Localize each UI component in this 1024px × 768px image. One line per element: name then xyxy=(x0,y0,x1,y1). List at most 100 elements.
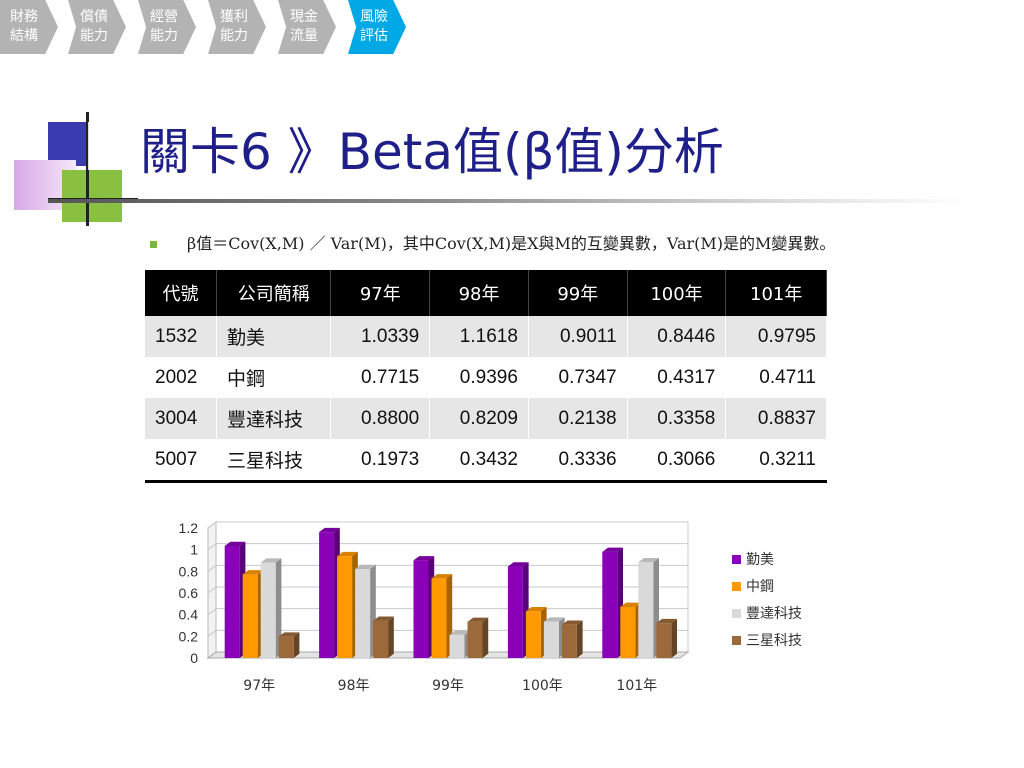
bar-top xyxy=(413,556,435,561)
bar-side xyxy=(482,617,489,658)
bar-top xyxy=(561,620,583,625)
gridline-side xyxy=(207,543,217,551)
header-100: 100年 xyxy=(627,270,727,316)
step-cash-flow[interactable]: 現金流量 xyxy=(278,0,336,54)
step-navigation: 財務結構 償債能力 經營能力 獲利能力 現金流量 風險評估 xyxy=(0,0,440,54)
bar-中鋼 xyxy=(431,578,447,658)
bar-top xyxy=(355,564,376,570)
legend-swatch xyxy=(732,609,741,618)
gridline-side xyxy=(207,608,217,616)
bar-top xyxy=(638,557,660,563)
cell-code: 3004 xyxy=(145,398,217,439)
x-tick-label: 98年 xyxy=(338,678,370,694)
cell-value: 0.9011 xyxy=(528,316,628,357)
y-tick-label: 0.8 xyxy=(179,563,199,579)
legend-swatch xyxy=(732,555,741,564)
x-tick-label: 97年 xyxy=(243,678,275,694)
bar-top xyxy=(224,541,246,546)
cell-value: 0.9396 xyxy=(429,357,529,398)
bar-top xyxy=(620,602,642,607)
header-code: 代號 xyxy=(145,270,217,316)
cell-value: 0.3358 xyxy=(627,398,727,439)
cell-value: 0.8837 xyxy=(725,398,827,439)
bar-top xyxy=(337,551,358,557)
y-tick-label: 1.2 xyxy=(179,520,199,536)
slide-title: 關卡6 》Beta值(β值)分析 xyxy=(140,123,724,181)
gridline-side xyxy=(207,586,217,594)
cell-value: 0.8209 xyxy=(429,398,529,439)
bar-top xyxy=(260,558,282,563)
y-tick-label: 0.4 xyxy=(179,607,199,623)
header-99: 99年 xyxy=(528,270,628,316)
gridline-side xyxy=(207,564,217,572)
bar-top xyxy=(278,632,300,637)
cell-company: 三星科技 xyxy=(216,439,332,483)
decorative-green-square xyxy=(62,170,122,222)
cell-company: 勤美 xyxy=(216,316,332,357)
step-profitability[interactable]: 獲利能力 xyxy=(208,0,266,54)
decorative-white-square xyxy=(88,122,140,170)
decorative-vertical-line xyxy=(86,112,89,226)
y-tick-label: 1 xyxy=(190,542,198,558)
step-financial-structure[interactable]: 財務結構 xyxy=(0,0,58,54)
bar-勤美 xyxy=(507,566,523,658)
gridline-side xyxy=(207,521,217,529)
step-operating-ability[interactable]: 經營能力 xyxy=(138,0,196,54)
cell-value: 0.3432 xyxy=(429,439,529,483)
bar-top xyxy=(656,618,678,624)
bar-豐達科技 xyxy=(638,562,654,658)
bar-中鋼 xyxy=(525,611,541,658)
x-tick-label: 101年 xyxy=(616,678,657,694)
x-tick-label: 99年 xyxy=(432,678,464,694)
cell-code: 2002 xyxy=(145,357,217,398)
cell-value: 0.7715 xyxy=(330,357,431,398)
y-tick-label: 0.2 xyxy=(179,628,199,644)
cell-company: 豐達科技 xyxy=(216,398,332,439)
bar-勤美 xyxy=(224,545,240,658)
legend-label: 豐達科技 xyxy=(746,606,802,622)
cell-value: 0.3066 xyxy=(627,439,727,483)
bar-三星科技 xyxy=(278,636,294,658)
cell-value: 0.9795 xyxy=(725,316,827,357)
header-101: 101年 xyxy=(725,270,827,316)
cell-value: 0.1973 xyxy=(330,439,431,483)
cell-value: 0.7347 xyxy=(528,357,628,398)
bar-side xyxy=(293,632,300,658)
x-tick-label: 100年 xyxy=(522,678,563,694)
decorative-blue-square xyxy=(48,122,88,166)
table-row: 3004 豐達科技 0.8800 0.8209 0.2138 0.3358 0.… xyxy=(145,398,827,439)
bar-豐達科技 xyxy=(260,562,276,658)
bar-三星科技 xyxy=(561,624,577,658)
bar-top xyxy=(431,574,453,579)
cell-company: 中鋼 xyxy=(216,357,332,398)
cell-value: 0.4711 xyxy=(725,357,827,398)
bar-side xyxy=(576,620,583,658)
step-risk-assessment[interactable]: 風險評估 xyxy=(348,0,406,54)
gridline-side xyxy=(207,629,217,637)
bar-top xyxy=(525,606,547,612)
cell-value: 0.8800 xyxy=(330,398,431,439)
header-97: 97年 xyxy=(330,270,431,316)
bar-top xyxy=(543,617,565,622)
bar-豐達科技 xyxy=(543,621,559,658)
cell-value: 0.3211 xyxy=(725,439,827,483)
header-98: 98年 xyxy=(429,270,529,316)
table-row: 5007 三星科技 0.1973 0.3432 0.3336 0.3066 0.… xyxy=(145,439,827,483)
bar-top xyxy=(467,617,489,622)
legend-label: 三星科技 xyxy=(746,633,802,649)
bar-豐達科技 xyxy=(355,569,371,658)
bar-top xyxy=(507,562,529,567)
cell-value: 0.3336 xyxy=(528,439,628,483)
cell-code: 1532 xyxy=(145,316,217,357)
bar-勤美 xyxy=(319,532,335,658)
bar-side xyxy=(388,616,394,658)
table-row: 2002 中鋼 0.7715 0.9396 0.7347 0.4317 0.47… xyxy=(145,357,827,398)
legend-label: 勤美 xyxy=(746,552,774,568)
cell-value: 1.0339 xyxy=(330,316,431,357)
legend-label: 中鋼 xyxy=(746,579,774,595)
step-solvency[interactable]: 償債能力 xyxy=(68,0,126,54)
cell-value: 0.8446 xyxy=(627,316,727,357)
bar-top xyxy=(242,570,264,575)
table-header-row: 代號 公司簡稱 97年 98年 99年 100年 101年 xyxy=(145,270,827,316)
bar-豐達科技 xyxy=(449,634,465,658)
